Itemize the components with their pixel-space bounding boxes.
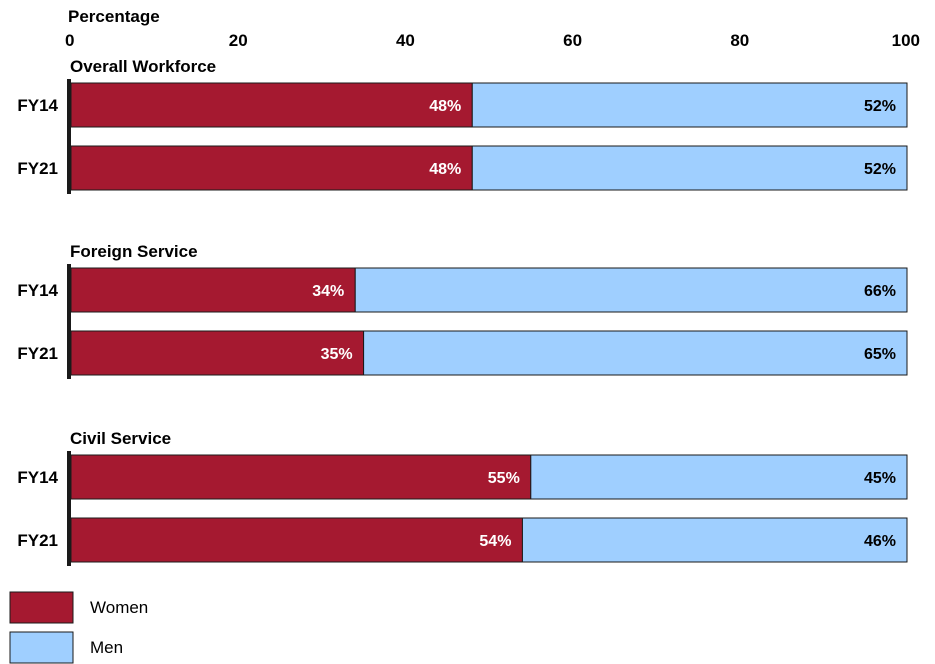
x-tick-label: 20 [229, 31, 248, 50]
category-label: FY21 [17, 159, 58, 178]
data-label: 46% [864, 533, 896, 550]
bar-women [70, 145, 473, 191]
group-title: Foreign Service [70, 242, 198, 261]
bar-women [70, 82, 473, 128]
group-title: Overall Workforce [70, 57, 216, 76]
bar-women [70, 517, 523, 563]
bar-men [471, 82, 908, 128]
data-label: 48% [429, 98, 461, 115]
bar-group: Foreign Service FY14 34% 66% FY21 35% 65% [17, 242, 908, 379]
x-tick-label: 40 [396, 31, 415, 50]
x-tick-label: 0 [65, 31, 74, 50]
bar-men [354, 267, 908, 313]
data-label: 35% [321, 346, 353, 363]
data-label: 54% [479, 533, 511, 550]
category-label: FY14 [17, 96, 58, 115]
bar-women [70, 267, 356, 313]
category-label: FY14 [17, 281, 58, 300]
data-label: 48% [429, 161, 461, 178]
category-label: FY21 [17, 531, 58, 550]
x-tick-label: 100 [892, 31, 920, 50]
x-tick-label: 60 [563, 31, 582, 50]
data-label: 52% [864, 161, 896, 178]
x-tick-label: 80 [730, 31, 749, 50]
group-title: Civil Service [70, 429, 171, 448]
legend-label: Women [90, 598, 148, 617]
x-axis-ticks: 0 20 40 60 80 100 [65, 31, 920, 50]
legend-swatch [9, 591, 74, 624]
y-axis-line [67, 451, 71, 566]
x-axis-title: Percentage [68, 7, 160, 26]
category-label: FY21 [17, 344, 58, 363]
bar-women [70, 330, 365, 376]
bar-men [530, 454, 908, 500]
bar-men [521, 517, 908, 563]
legend: Women Men [9, 591, 148, 664]
data-label: 55% [488, 470, 520, 487]
bar-women [70, 454, 532, 500]
legend-label: Men [90, 638, 123, 657]
legend-item: Women [9, 591, 148, 624]
bar-groups: Overall Workforce FY14 48% 52% FY21 48% 52% For… [17, 57, 908, 566]
y-axis-line [67, 264, 71, 379]
data-label: 52% [864, 98, 896, 115]
data-label: 65% [864, 346, 896, 363]
legend-item: Men [9, 631, 123, 664]
y-axis-line [67, 79, 71, 194]
category-label: FY14 [17, 468, 58, 487]
bar-men [363, 330, 908, 376]
data-label: 45% [864, 470, 896, 487]
bar-group: Overall Workforce FY14 48% 52% FY21 48% 52% [17, 57, 908, 194]
bar-group: Civil Service FY14 55% 45% FY21 54% 46% [17, 429, 908, 566]
data-label: 34% [312, 283, 344, 300]
data-label: 66% [864, 283, 896, 300]
bar-men [471, 145, 908, 191]
legend-swatch [9, 631, 74, 664]
